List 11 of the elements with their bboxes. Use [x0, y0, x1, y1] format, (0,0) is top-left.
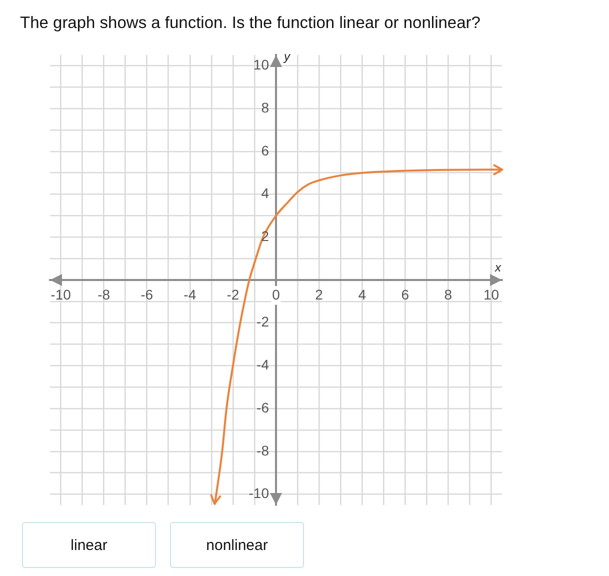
x-tick-label: -8	[98, 286, 110, 302]
answer-button: nonlinear	[170, 522, 304, 568]
x-tick-label: -6	[140, 286, 154, 302]
y-tick-label: 8	[261, 99, 270, 116]
y-tick-label: 6	[261, 142, 270, 158]
x-tick-label: -4	[184, 286, 196, 302]
answer-button: linear	[22, 522, 156, 568]
chart-title: The graph shows a function. Is the function linear or nonlinear?	[20, 13, 480, 33]
x-tick-label: -10	[50, 286, 72, 302]
y-axis-title: y	[283, 49, 291, 64]
y-tick-label: 10	[253, 56, 270, 73]
